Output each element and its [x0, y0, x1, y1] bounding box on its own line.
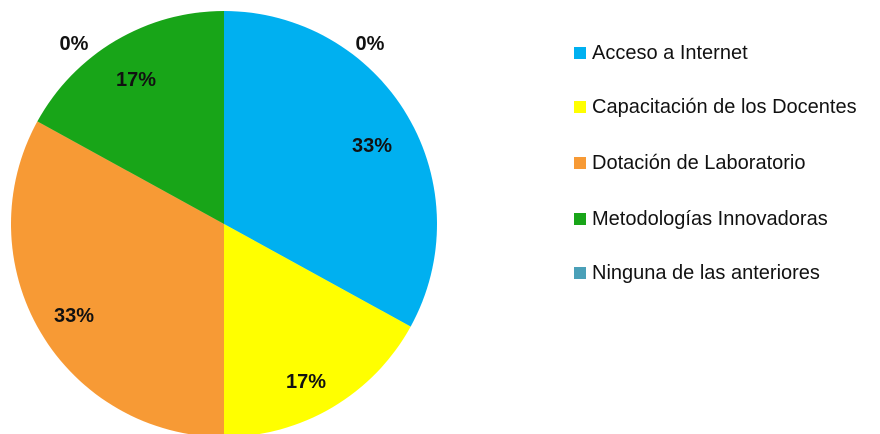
data-label-metodologias-innovadoras: 17%: [116, 69, 156, 91]
legend-item-dotacion-laboratorio: Dotación de Laboratorio: [574, 152, 872, 174]
pie-slice-acceso-internet: [224, 11, 437, 327]
pie-slice-dotacion-laboratorio: [11, 121, 224, 434]
data-label-acceso-internet: 33%: [352, 135, 392, 157]
data-label-capacitacion-docentes: 17%: [286, 371, 326, 393]
pie-chart: 33% 17% 33% 17% 0% 0%: [11, 11, 437, 434]
legend-swatch: [574, 101, 586, 113]
data-label-extra-zero: 0%: [60, 33, 89, 55]
legend-label: Ninguna de las anteriores: [592, 262, 820, 284]
legend-label: Capacitación de los Docentes: [592, 96, 857, 118]
legend-swatch: [574, 213, 586, 225]
legend-item-capacitacion-docentes: Capacitación de los Docentes: [574, 96, 872, 118]
data-label-dotacion-laboratorio: 33%: [54, 305, 94, 327]
legend-item-acceso-internet: Acceso a Internet: [574, 42, 872, 64]
legend-item-ninguna-anteriores: Ninguna de las anteriores: [574, 262, 872, 284]
pie-slice-capacitacion-docentes: [224, 224, 411, 434]
legend-swatch: [574, 47, 586, 59]
legend-label: Acceso a Internet: [592, 42, 748, 64]
pie-slice-metodologias-innovadoras: [37, 11, 224, 224]
legend-label: Dotación de Laboratorio: [592, 152, 806, 174]
legend-label: Metodologías Innovadoras: [592, 208, 828, 230]
data-label-ninguna-anteriores: 0%: [356, 33, 385, 55]
legend-item-metodologias-innovadoras: Metodologías Innovadoras: [574, 208, 872, 230]
legend-swatch: [574, 157, 586, 169]
legend-swatch: [574, 267, 586, 279]
